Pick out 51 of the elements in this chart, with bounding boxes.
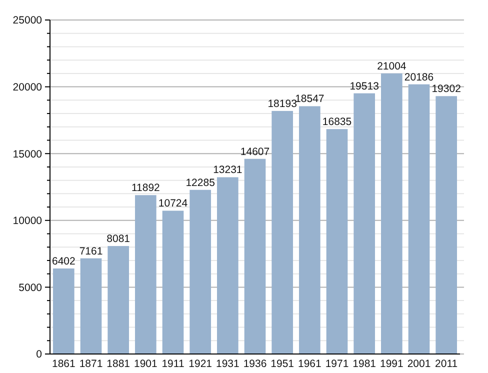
bar <box>108 246 129 354</box>
x-tick-label: 2011 <box>435 358 458 370</box>
y-tick-label: 15000 <box>12 148 42 160</box>
data-label: 11892 <box>131 182 160 194</box>
bar <box>326 129 348 354</box>
data-label: 13231 <box>213 164 242 176</box>
bar <box>408 84 430 354</box>
bar <box>272 110 293 354</box>
y-tick-label: 5000 <box>18 282 42 294</box>
bar <box>190 190 211 354</box>
x-tick-label: 1921 <box>188 358 212 370</box>
data-label: 20186 <box>404 71 434 84</box>
data-label: 19513 <box>350 80 380 92</box>
bar <box>381 73 402 354</box>
data-label: 16835 <box>322 116 352 128</box>
y-tick-label: 10000 <box>12 215 42 228</box>
x-tick-label: 1971 <box>325 358 349 370</box>
bar <box>162 210 184 354</box>
x-tick-label: 1991 <box>380 358 404 370</box>
x-tick-label: 1871 <box>79 358 103 370</box>
x-tick-label: 1931 <box>216 358 240 370</box>
data-label: 12285 <box>186 176 216 189</box>
x-tick-label: 1901 <box>134 358 158 370</box>
y-tick-label: 25000 <box>12 14 42 27</box>
bar <box>354 93 375 354</box>
bar <box>244 158 266 354</box>
bar <box>53 268 74 354</box>
data-label: 8081 <box>106 233 130 246</box>
x-tick-label: 1961 <box>298 358 322 370</box>
x-tick-label: 1911 <box>162 358 184 370</box>
data-label: 14607 <box>240 146 270 158</box>
bar <box>135 195 156 354</box>
data-label: 7161 <box>79 245 103 258</box>
data-label: 6402 <box>52 255 76 268</box>
y-tick-label: 0 <box>36 348 42 361</box>
bar <box>217 177 238 354</box>
data-label: 19302 <box>432 83 462 96</box>
bar <box>436 96 457 354</box>
data-label: 10724 <box>158 198 188 210</box>
data-label: 21004 <box>377 60 406 72</box>
x-tick-label: 1936 <box>243 358 267 370</box>
bar <box>299 106 320 354</box>
x-tick-label: 1861 <box>52 358 76 370</box>
x-tick-label: 1951 <box>270 358 294 370</box>
data-label: 18193 <box>268 98 298 110</box>
x-tick-label: 1881 <box>106 358 130 370</box>
x-tick-label: 1981 <box>352 358 376 370</box>
bar <box>80 258 102 354</box>
data-label: 18547 <box>295 93 324 106</box>
y-tick-label: 20000 <box>12 81 42 94</box>
x-tick-label: 2001 <box>407 358 431 370</box>
